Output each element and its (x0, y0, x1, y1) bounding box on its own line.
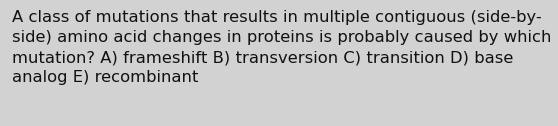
Text: A class of mutations that results in multiple contiguous (side-by-
side) amino a: A class of mutations that results in mul… (12, 10, 551, 85)
